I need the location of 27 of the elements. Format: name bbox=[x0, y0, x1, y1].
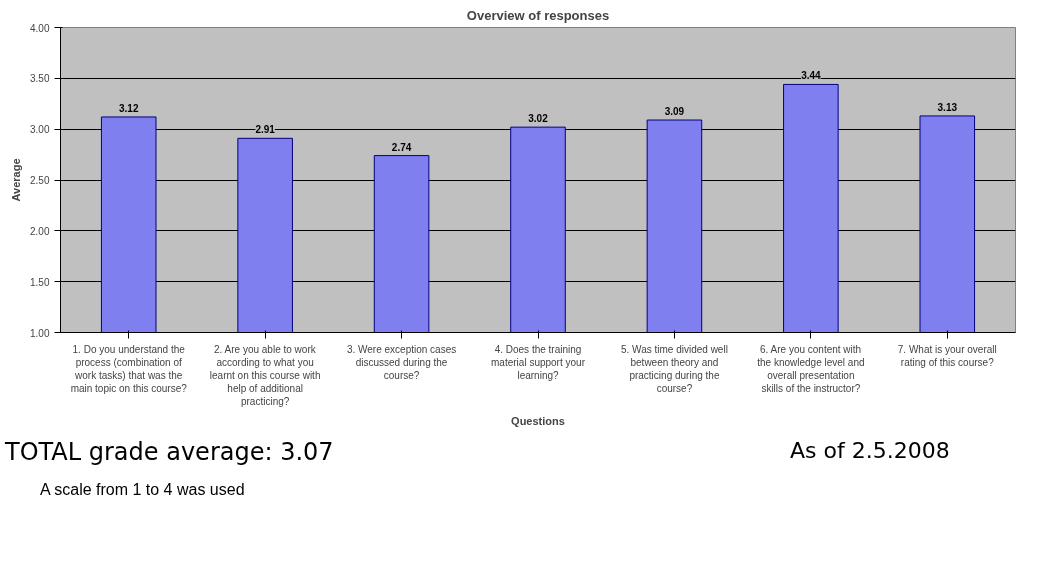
text: TOTAL grade average: 3.07 bbox=[5, 437, 334, 468]
data-label: 2.74 bbox=[391, 141, 412, 153]
text: A scale from 1 to 4 was used bbox=[40, 480, 245, 501]
data-label: 3.13 bbox=[937, 101, 958, 113]
x-axis-title: Questions bbox=[511, 415, 565, 428]
data-label: 3.09 bbox=[664, 106, 685, 118]
x-tick-label: 5. Was time divided well between theory and practicing during the course? bbox=[620, 343, 728, 395]
x-tick-label: 7. What is your overall rating of this course? bbox=[897, 343, 997, 368]
data-label: 3.02 bbox=[528, 113, 549, 125]
data-label: 3.44 bbox=[801, 70, 822, 82]
y-tick-label: 2.00 bbox=[30, 225, 50, 237]
text: As of 2.5.2008 bbox=[790, 437, 950, 465]
data-label: 2.91 bbox=[255, 124, 276, 136]
y-tick-label: 4.00 bbox=[30, 22, 50, 34]
data-label: 3.12 bbox=[118, 102, 139, 114]
x-tick-label: 4. Does the training material support your learning? bbox=[491, 343, 586, 381]
y-tick-label: 3.00 bbox=[30, 124, 50, 136]
x-tick-label: 2. Are you able to work according to what you learnt on this course with help of additional practicing? bbox=[209, 343, 321, 408]
x-tick-label: 6. Are you content with the knowledge level and overall presentation skills of the instructor? bbox=[757, 343, 865, 395]
x-tick-label: 3. Were exception cases discussed during the course? bbox=[346, 343, 457, 381]
y-tick-label: 1.00 bbox=[30, 327, 50, 339]
chart-title: Overview of responses bbox=[466, 7, 610, 23]
y-axis-title: Average bbox=[10, 158, 23, 202]
y-tick-label: 1.50 bbox=[30, 276, 50, 288]
x-tick-label: 1. Do you understand the process (combination of work tasks) that was the main topic on this course? bbox=[70, 343, 188, 395]
y-tick-label: 3.50 bbox=[30, 73, 50, 85]
y-tick-label: 2.50 bbox=[30, 175, 50, 186]
